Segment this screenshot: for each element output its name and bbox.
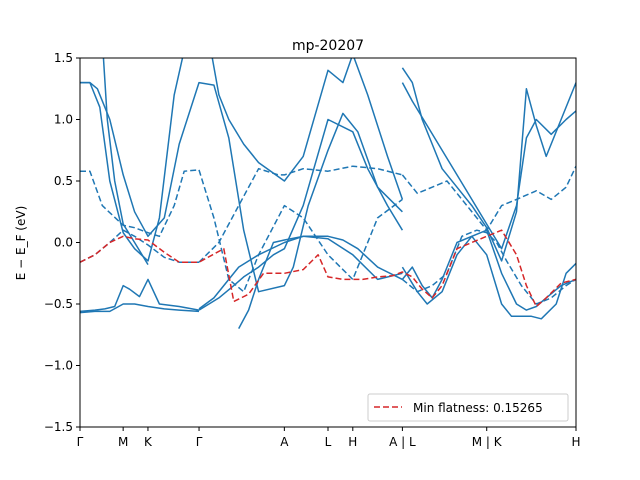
y-tick-label: 0.5 <box>54 174 73 188</box>
band-line-0 <box>80 303 200 314</box>
legend-label: Min flatness: 0.15265 <box>413 401 543 415</box>
y-tick-label: 1.0 <box>54 113 73 127</box>
band-line-10 <box>401 82 576 250</box>
x-tick-label: A | L <box>389 435 416 449</box>
y-tick-label: −1.0 <box>44 359 73 373</box>
band-line-3 <box>102 58 149 265</box>
band-line-11 <box>401 235 576 320</box>
band-line-4 <box>211 58 404 200</box>
legend: Min flatness: 0.15265 <box>367 393 569 422</box>
y-tick-label: −0.5 <box>44 297 73 311</box>
y-axis-label: E − E_F (eV) <box>14 206 28 281</box>
plot-frame <box>79 57 577 428</box>
band-line-2 <box>80 58 184 262</box>
x-tick-label: M | K <box>472 435 503 449</box>
band-line-6 <box>80 81 403 293</box>
chart-title: mp-20207 <box>292 38 364 54</box>
legend-box <box>367 393 569 422</box>
band-line-18 <box>401 229 576 305</box>
min-flatness-band-line <box>80 229 576 308</box>
y-ticks: −1.5 −1.0 −0.5 0.0 0.5 1.0 1.5 <box>44 51 80 434</box>
band-line-8 <box>198 235 403 310</box>
band-line-1 <box>80 278 200 313</box>
x-tick-label: Γ <box>77 435 84 449</box>
band-line-17 <box>401 165 576 231</box>
x-tick-label: A <box>280 435 289 449</box>
band-line-9 <box>401 67 576 262</box>
y-tick-label: −1.5 <box>44 420 73 434</box>
band-line-15 <box>198 169 403 293</box>
x-tick-label: H <box>348 435 357 449</box>
x-tick-label: L <box>325 435 332 449</box>
x-tick-label: H <box>571 435 580 449</box>
x-tick-label: K <box>144 435 153 449</box>
band-line-5 <box>198 118 404 311</box>
series-layer <box>80 58 576 329</box>
band-line-13 <box>80 169 200 238</box>
x-tick-label: Γ <box>196 435 203 449</box>
y-tick-label: 1.5 <box>54 51 73 65</box>
y-tick-label: 0.0 <box>54 236 73 250</box>
x-ticks: Γ M K Γ A L H A | L M | K H <box>77 427 581 449</box>
x-tick-label: M <box>118 435 128 449</box>
band-line-16 <box>198 165 403 263</box>
